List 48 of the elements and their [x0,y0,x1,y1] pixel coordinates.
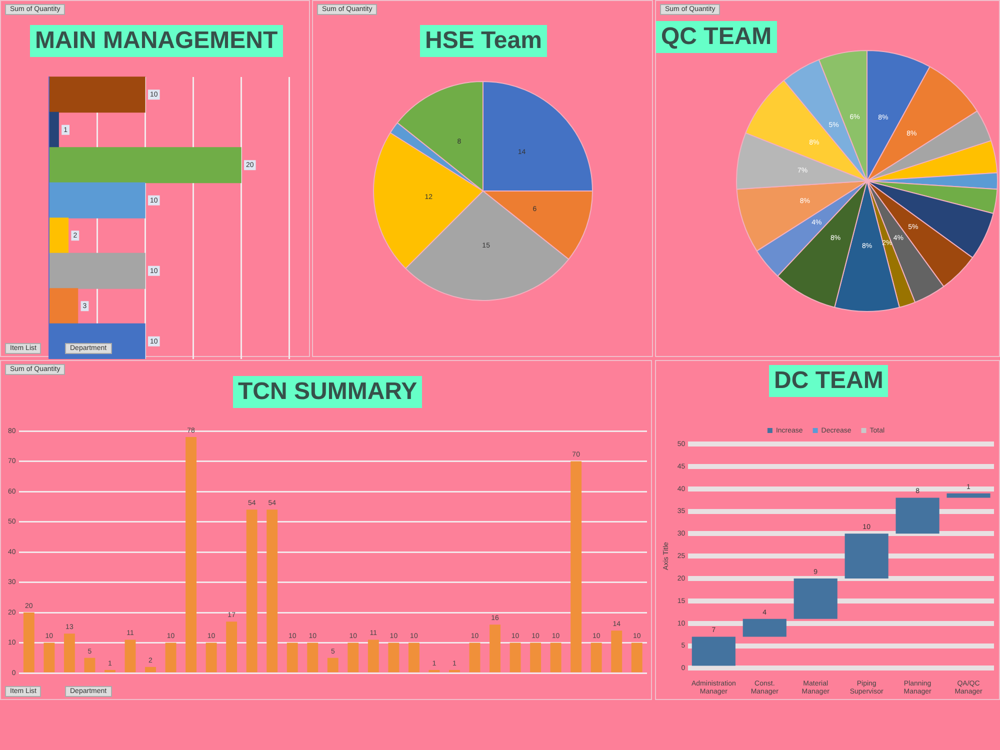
bar [794,578,838,619]
bar [844,534,888,579]
bar [490,624,500,672]
bar [408,642,420,672]
bar [145,666,156,672]
bar [49,252,146,289]
chart-title: QC TEAM [656,21,777,53]
bar [570,461,582,672]
bar [449,670,460,672]
bar [84,658,96,672]
bar [631,642,642,672]
bar [186,437,197,672]
chart-title: HSE Team [420,25,547,57]
bar [165,642,176,672]
bar [611,630,622,672]
bar [64,634,75,672]
bar [348,642,359,672]
bar [590,642,602,672]
chart-title: DC TEAM [769,365,888,397]
bar [44,642,55,672]
bar [226,622,238,672]
bar [327,658,338,672]
bar [49,76,146,113]
bar [368,640,379,672]
bar [49,182,146,218]
bar [946,493,990,498]
bar [510,642,521,672]
bar [49,112,59,148]
bar [124,640,136,672]
bar [286,642,298,672]
bar [49,147,242,184]
bar [388,642,400,672]
bar [428,670,440,672]
bar [266,510,278,672]
bar [49,288,78,324]
bar [23,612,34,672]
bar [104,670,116,672]
chart-title: TCN SUMMARY [233,376,422,408]
bar [307,642,318,672]
bar [896,498,940,534]
bar [550,642,562,672]
chart-title: MAIN MANAGEMENT [30,25,283,57]
bar [469,642,480,672]
bar [530,642,542,672]
bar [49,218,69,254]
bar [206,642,217,672]
bar [246,510,258,672]
bar [742,618,786,637]
